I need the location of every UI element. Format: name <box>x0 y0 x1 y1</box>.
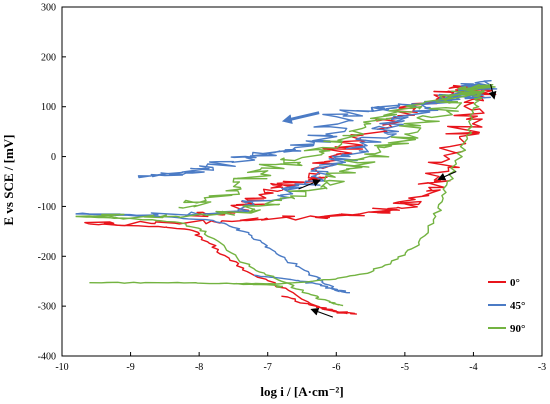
y-tick-label: 0 <box>51 152 56 163</box>
x-tick-label: -6 <box>332 362 340 373</box>
y-axis-title: E vs SCE / [mV] <box>1 134 16 225</box>
legend-label: 0° <box>510 277 520 289</box>
series-line <box>281 295 357 315</box>
x-tick-label: -3 <box>538 362 546 373</box>
y-tick-label: 200 <box>41 52 56 63</box>
legend: 0° 45° 90° <box>488 277 525 335</box>
series-line <box>75 80 498 217</box>
y-tick-label: -200 <box>38 252 56 263</box>
x-tick-label: -5 <box>401 362 409 373</box>
plot-frame <box>61 6 543 357</box>
series-line <box>75 84 496 220</box>
annotation-arrow <box>298 179 321 190</box>
series-line <box>84 84 497 227</box>
series-line <box>89 281 284 288</box>
x-tick-label: -4 <box>469 362 477 373</box>
y-tick-label: -100 <box>38 202 56 213</box>
axes: 300 200 100 0 -100 -200 -300 -400-10 -9 -8 -7 -6 -5 -… <box>38 3 547 374</box>
y-tick-label: 100 <box>41 102 56 113</box>
annotation-arrow <box>488 84 497 100</box>
plot-area <box>75 80 498 318</box>
annotation-arrow <box>310 307 334 318</box>
series-line <box>75 213 340 293</box>
annotation-arrow <box>437 171 457 181</box>
series-1 <box>75 80 498 294</box>
series-line <box>89 223 348 315</box>
y-tick-label: 300 <box>41 3 56 14</box>
annotation-arrow <box>281 111 320 124</box>
series-line <box>253 274 350 294</box>
y-tick-label: -300 <box>38 302 56 313</box>
legend-label: 90° <box>510 323 525 335</box>
x-tick-label: -9 <box>126 362 134 373</box>
legend-label: 45° <box>510 300 525 312</box>
series-line <box>75 215 344 307</box>
x-tick-label: -8 <box>195 362 203 373</box>
series-line <box>233 93 483 285</box>
x-tick-label: -10 <box>55 362 68 373</box>
x-axis-title: log i / [A·cm⁻²] <box>260 384 343 399</box>
x-tick-label: -7 <box>264 362 272 373</box>
y-tick-label: -400 <box>38 352 56 363</box>
series-2 <box>75 84 496 307</box>
